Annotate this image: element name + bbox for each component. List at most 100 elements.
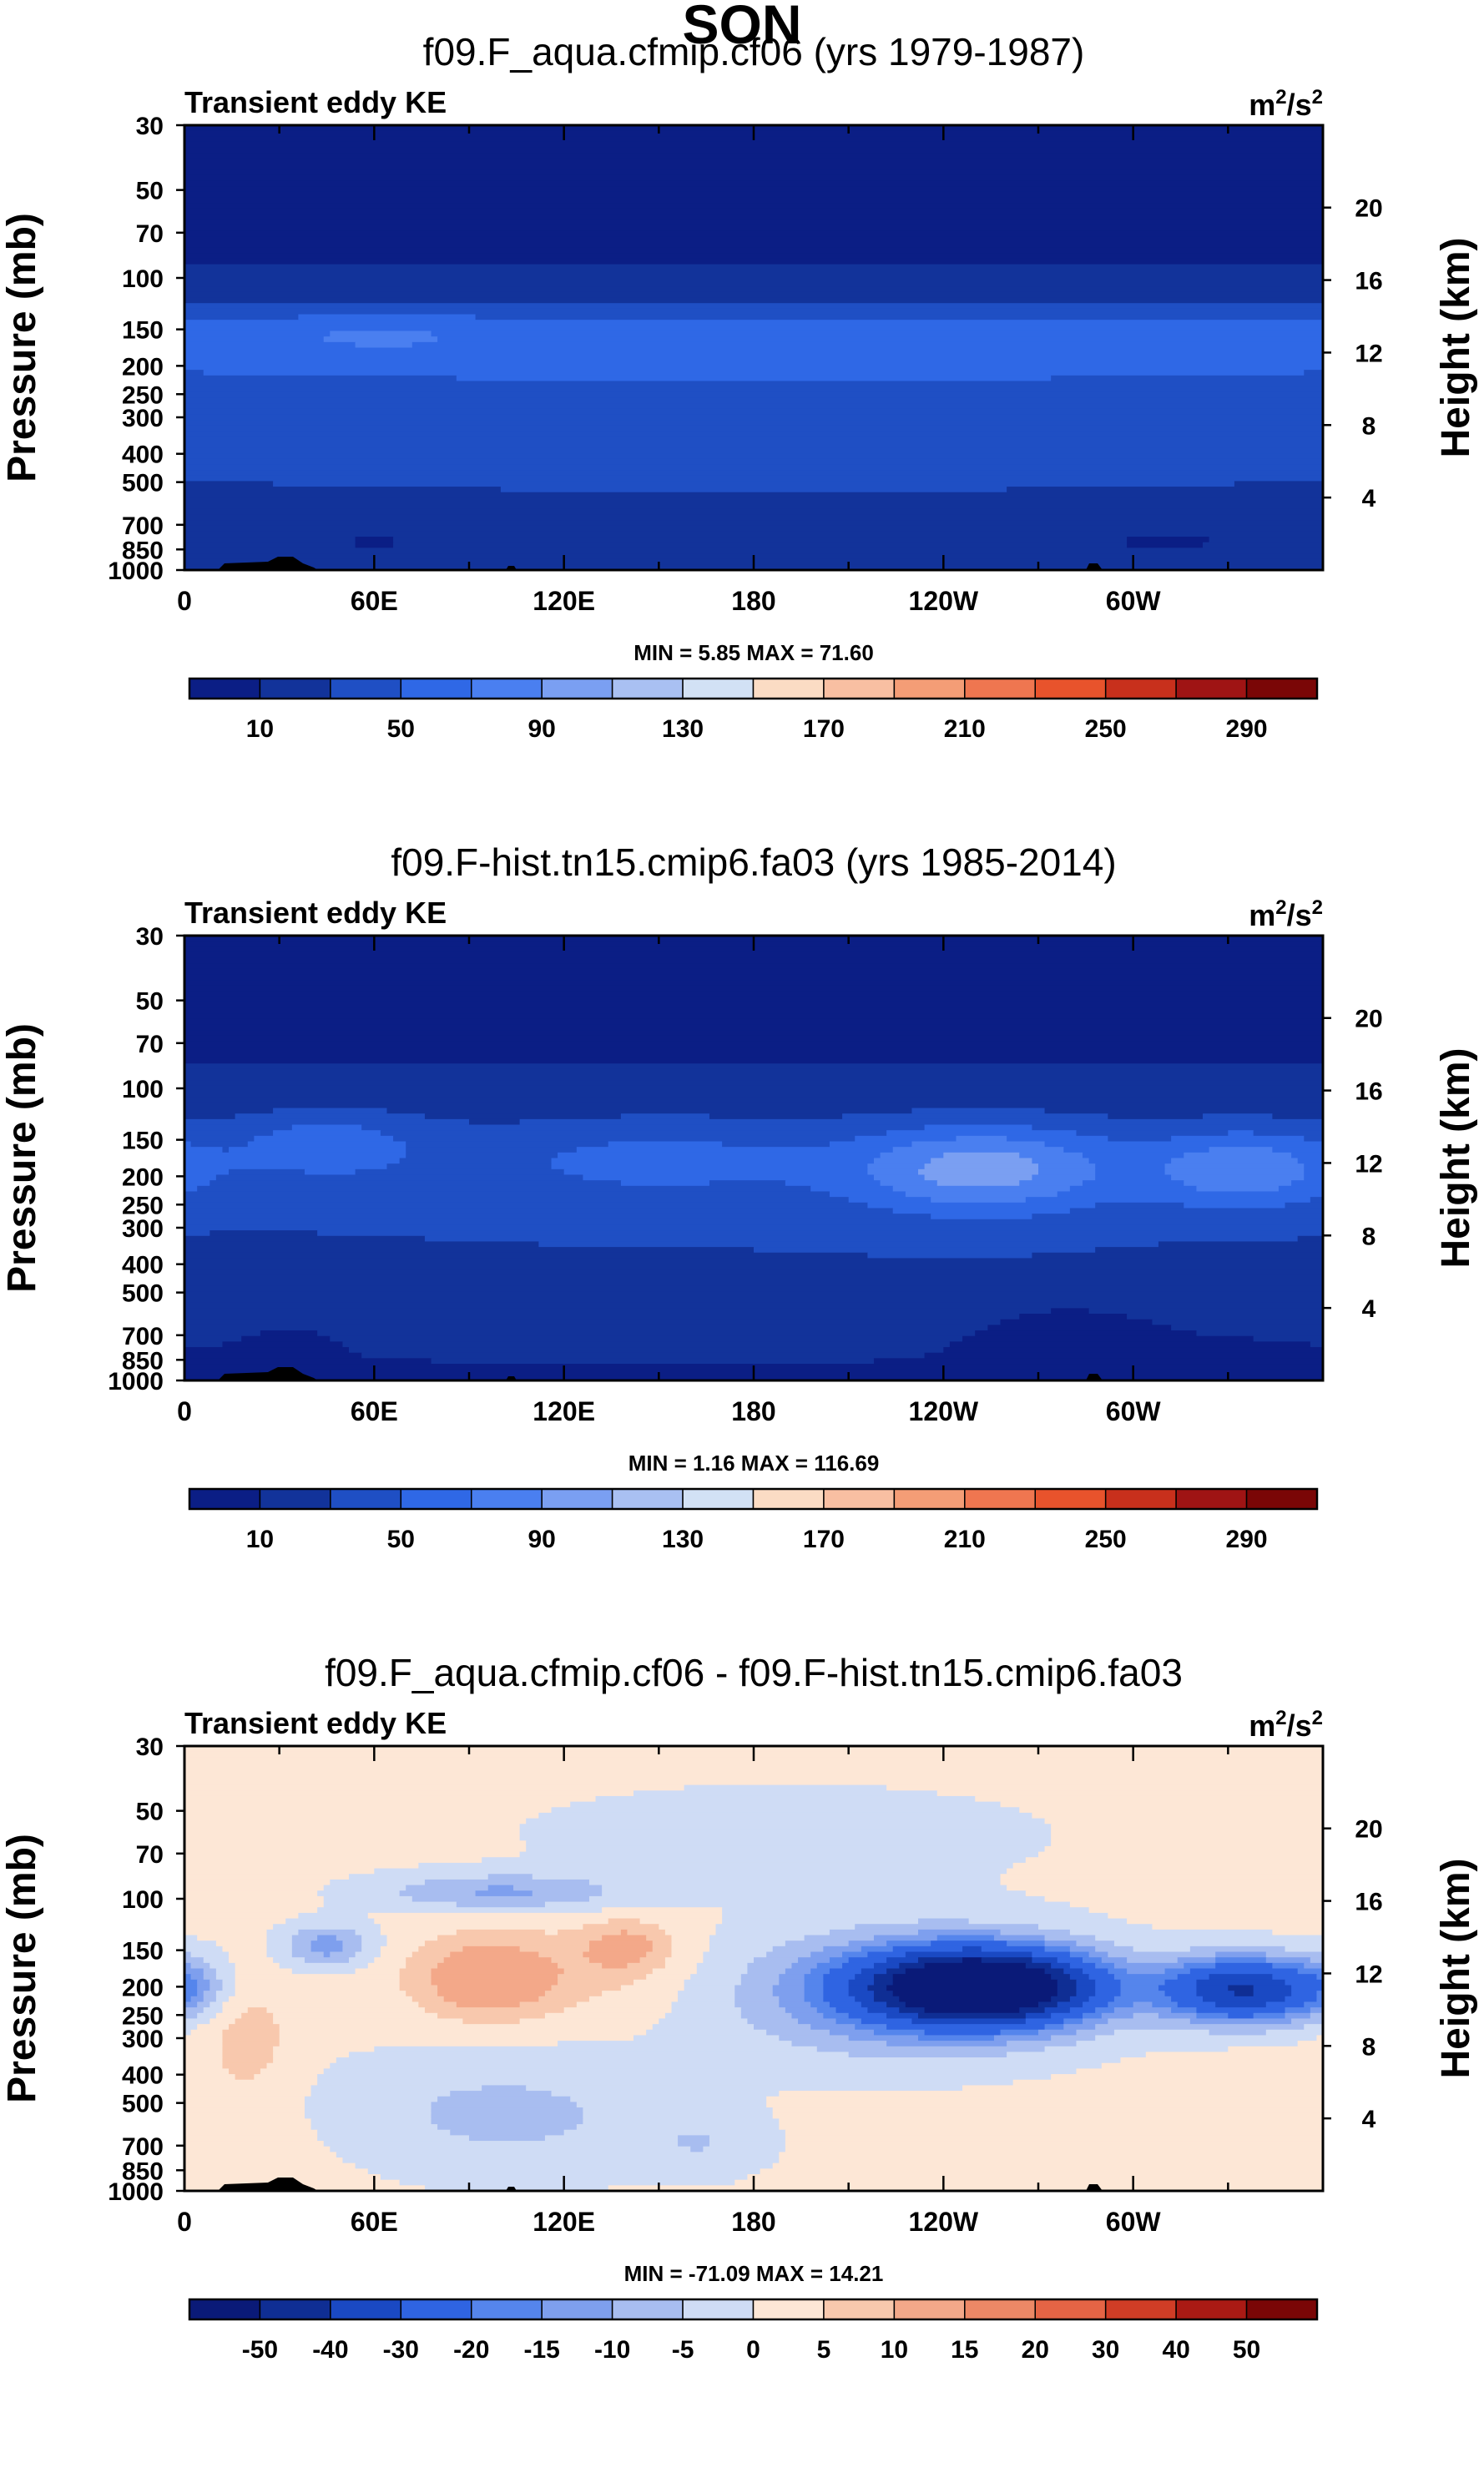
contour-cell [829,1141,913,1148]
contour-cell [462,2018,521,2025]
contour-cell [184,253,1324,260]
contour-cell [532,1890,603,1897]
contour-cell [1076,1985,1096,1991]
colorbar-frame [188,2298,1319,2321]
contour-cell [184,1224,1324,1231]
contour-cell [639,1918,723,1925]
contour-cell [184,1929,268,1936]
contour-cell [330,1335,963,1342]
contour-cell [861,2018,913,2025]
colorbar-label: -20 [453,2336,489,2364]
x-tick-label: 120E [533,2207,595,2237]
contour-cell [222,1946,268,1953]
colorbar-label: 210 [944,1526,986,1553]
contour-cell [437,2012,546,2020]
contour-cell [804,1996,824,2003]
colorbar: -50 -40 -30 -20 -15 -10 -5 0 5 10 15 20 30 40 50 [188,2298,1319,2364]
contour-cell [184,1007,1324,1014]
y-tick-label: 700 [122,1323,164,1350]
contour-cell [1171,2007,1198,2014]
contour-cell [184,174,1324,182]
contour-cell [544,2135,679,2142]
contour-cell [1304,1168,1324,1176]
contour-cell [1000,1319,1153,1325]
contour-cell [285,1918,375,1925]
contour-cell [602,1885,1007,1891]
contour-cell [197,2024,230,2031]
contour-cell [1152,2001,1179,2008]
contour-cell [1095,1935,1324,1941]
contour-cell [1083,1957,1103,1964]
contour-cell [936,1935,995,1941]
contour-cell [835,2007,868,2014]
y-tick-label: 50 [136,1799,164,1826]
contour-cell [184,980,1324,987]
contour-cell [330,1879,426,1886]
contour-cell [639,1957,666,1964]
contour-cell [393,537,1128,543]
contour-cell [583,2112,774,2119]
contour-cell [785,2135,1324,2142]
contour-cell [570,2096,767,2102]
contour-cell [558,1152,881,1159]
contour-cell [406,1141,609,1148]
contour-cell [184,1314,1020,1320]
contour-cell [1171,1996,1204,2003]
contour-cell [1152,1924,1324,1930]
terrain-shape [1086,563,1103,570]
contour-cell [1108,1113,1204,1120]
y-right-tick-label: 20 [1355,1006,1382,1033]
colorbar-box [259,678,331,699]
contour-cell [993,1935,1046,1941]
contour-cell [1164,1968,1191,1975]
y-axis-title: Pressure (mb) [0,1834,44,2103]
colorbar-box [823,678,896,699]
contour-cell [1051,1996,1071,2003]
contour-cell [1000,1801,1324,1808]
contour-cell [1113,2007,1172,2014]
contour-cell [1310,1197,1324,1204]
x-tick-label: 0 [177,1396,192,1426]
y-right-tick-label: 8 [1362,2033,1376,2061]
contour-cell [197,1185,811,1193]
contour-cell [867,2007,900,2014]
contour-cell [197,2001,210,2008]
contour-cell [235,1991,406,1997]
contour-cell [1203,1113,1273,1120]
contour-cell [291,1951,325,1958]
panel-title: f09.F_aqua.cfmip.cf06 (yrs 1979-1987) [423,30,1085,73]
contour-cell [924,1163,1039,1170]
contour-cell [184,1845,527,1853]
contour-cell [678,2141,710,2147]
contour-cell [1051,1840,1324,1847]
colorbar-label: -50 [242,2336,278,2364]
contour-cell [1019,2007,1046,2014]
terrain-shape [218,2178,318,2191]
contour-cell [1051,1829,1324,1836]
contour-cell [1044,1935,1096,1941]
contour-cell [931,1940,1007,1947]
contour-cell [184,2018,210,2025]
contour-cell [355,1929,381,1936]
contour-cell [342,1940,362,1947]
contour-cell [1025,1857,1324,1864]
contour-cell [1108,2001,1134,2008]
colorbar-box [752,1488,825,1510]
contour-cell [266,1935,293,1941]
units-label: m2/s2 [1249,896,1323,932]
colorbar-box [682,1488,755,1510]
contour-cell [291,1124,362,1131]
contour-cell [203,1996,217,2003]
contour-cell [1310,1957,1324,1964]
contour-cell [184,353,1324,360]
contour-cell [981,1957,1033,1964]
contour-cell [431,2107,583,2114]
contour-cell [1083,1152,1184,1159]
contour-cell [222,1985,236,1991]
contour-cell [892,1991,1058,1997]
contour-cell [798,1957,830,1964]
contour-cell [215,1968,236,1975]
contour-cell [184,1352,362,1359]
contour-cell [1012,1862,1324,1870]
contour-cell [1120,1979,1166,1986]
